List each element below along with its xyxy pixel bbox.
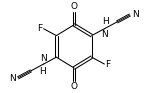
Text: O: O: [70, 82, 78, 91]
Text: O: O: [70, 2, 78, 11]
Text: H: H: [102, 17, 109, 26]
Text: H: H: [39, 67, 46, 76]
Text: N: N: [132, 10, 139, 19]
Text: F: F: [37, 24, 43, 33]
Text: N: N: [9, 74, 16, 83]
Text: N: N: [40, 54, 47, 63]
Text: F: F: [105, 60, 111, 69]
Text: N: N: [101, 30, 108, 39]
